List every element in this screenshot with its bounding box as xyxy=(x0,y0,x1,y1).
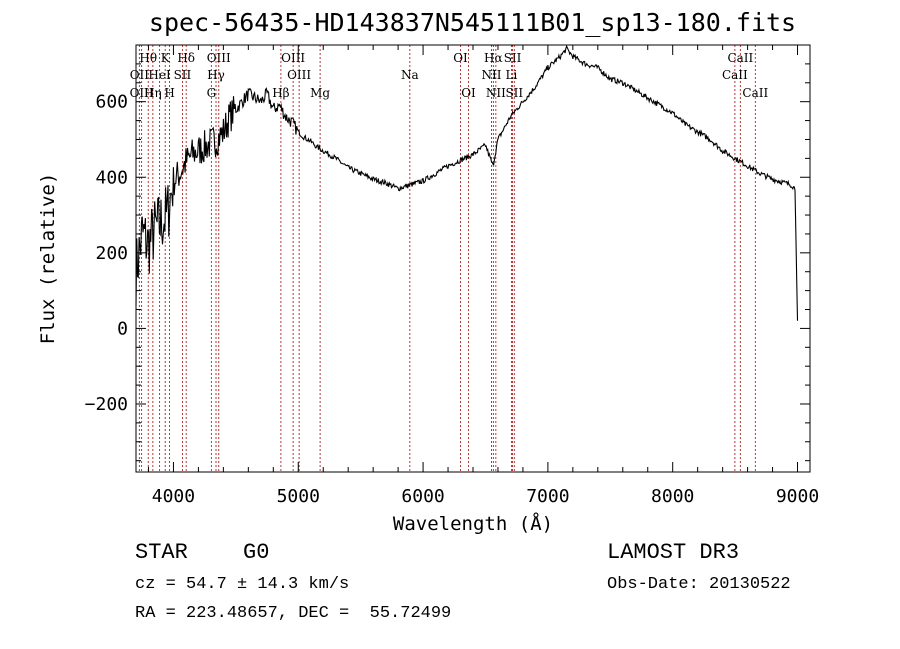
spectral-line-label: SII xyxy=(505,86,523,100)
x-tick-label: 9000 xyxy=(776,486,819,507)
y-tick-label: 0 xyxy=(117,318,128,339)
flux-series-line xyxy=(135,44,799,321)
chart-title: spec-56435-HD143837N545111B01_sp13-180.f… xyxy=(148,8,797,37)
obs-date-text: Obs-Date: 20130522 xyxy=(607,575,791,594)
coordinates-text: RA = 223.48657, DEC = 55.72499 xyxy=(135,604,452,623)
y-tick-label: 200 xyxy=(95,243,128,264)
x-tick-label: 7000 xyxy=(526,486,569,507)
spectral-line-label: CaII xyxy=(727,51,753,65)
spectral-line-label: Hγ xyxy=(207,68,225,82)
spectral-line-label: CaII xyxy=(722,68,748,82)
spectral-line-label: Hα xyxy=(484,51,503,65)
y-axis-label: Flux (relative) xyxy=(37,173,59,345)
spectral-line-label: OI xyxy=(453,51,468,65)
spectral-line-label: OI xyxy=(461,86,476,100)
object-subclass: G0 xyxy=(243,540,270,565)
axis-ticks: 4000 5000 6000 7000 8000 9000 −200 0 200 400 600 xyxy=(85,45,819,507)
x-tick-label: 4000 xyxy=(152,486,195,507)
survey-name: LAMOST DR3 xyxy=(607,540,740,565)
x-tick-label: 6000 xyxy=(401,486,444,507)
spectral-line-label: NII xyxy=(481,68,501,82)
spectral-line-label: Hη xyxy=(144,86,162,100)
y-tick-label: 400 xyxy=(95,167,128,188)
redshift-text: cz = 54.7 ± 14.3 km/s xyxy=(135,575,350,594)
x-tick-label: 5000 xyxy=(277,486,320,507)
spectral-line-label: H xyxy=(164,86,174,100)
spectral-line-label: CaII xyxy=(742,86,768,100)
spectral-line-markers xyxy=(138,45,756,472)
x-tick-label: 8000 xyxy=(651,486,694,507)
spectral-line-label: SII xyxy=(504,51,522,65)
spectral-line-label: OII xyxy=(130,68,150,82)
object-class: STAR xyxy=(135,540,188,565)
spectral-line-label: Mg xyxy=(310,86,330,100)
spectral-line-label: OIII xyxy=(130,86,154,100)
spectral-line-label: K xyxy=(161,51,171,65)
y-tick-label: −200 xyxy=(85,394,128,415)
spectral-line-label: G xyxy=(207,86,217,100)
spectral-line-label: Hβ xyxy=(272,86,289,100)
spectral-line-label: Li xyxy=(506,68,518,82)
spectral-line-label: OIII xyxy=(207,51,231,65)
y-tick-label: 600 xyxy=(95,92,128,113)
spectral-line-label: Hδ xyxy=(177,51,195,65)
spectral-line-label: SII xyxy=(174,68,192,82)
spectral-line-label: HeI xyxy=(148,68,171,82)
spectral-line-label: Na xyxy=(401,68,419,82)
spectral-line-label: OIII xyxy=(287,68,311,82)
spectral-line-label: NII xyxy=(486,86,506,100)
spectral-line-label: OIII xyxy=(281,51,305,65)
spectral-line-label: Hθ xyxy=(139,51,157,65)
x-axis-label: Wavelength (Å) xyxy=(393,512,553,535)
plot-frame xyxy=(135,44,811,473)
